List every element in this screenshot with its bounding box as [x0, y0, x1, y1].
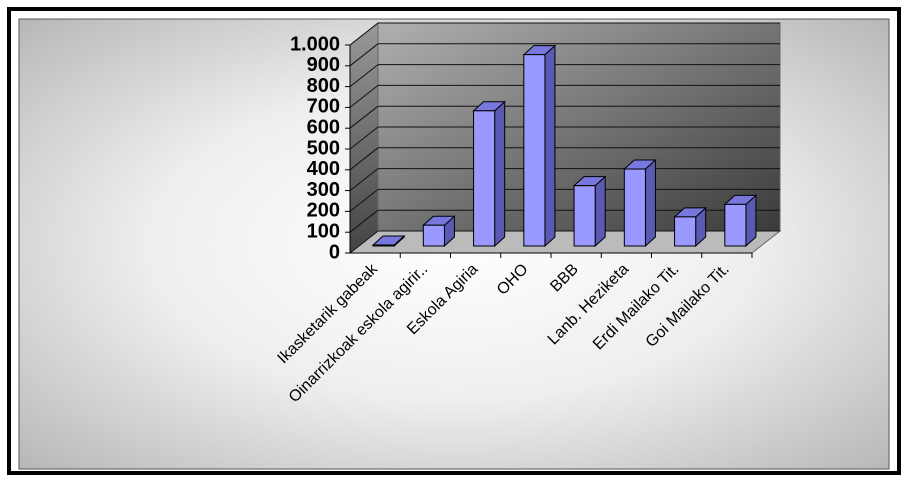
grid-line: [349, 209, 379, 233]
grid-line: [349, 85, 379, 108]
grid-line: [349, 105, 379, 129]
bar: [623, 168, 646, 247]
grid-line: [349, 189, 379, 212]
bar-side: [644, 158, 656, 248]
y-tick-label: 1.000: [290, 33, 340, 55]
grid-line: [349, 64, 379, 87]
floor: [348, 230, 782, 254]
bar: [473, 110, 496, 247]
bar-side: [494, 100, 506, 248]
bar: [724, 203, 747, 247]
grid-line: [349, 230, 379, 254]
grid-line: [349, 43, 379, 67]
y-tick-label: 600: [307, 116, 340, 138]
bars: [371, 44, 758, 248]
y-tick-label: 100: [307, 220, 340, 242]
bar: [573, 185, 596, 247]
y-tick-label: 200: [307, 200, 340, 222]
y-tick-label: 900: [307, 54, 340, 76]
bar-side: [594, 175, 606, 248]
bar: [422, 224, 445, 247]
grid-line: [349, 126, 379, 150]
y-tick-label: 300: [307, 179, 340, 201]
y-tick-label: 700: [307, 96, 340, 118]
bar: [372, 244, 395, 247]
bar: [674, 216, 697, 247]
grid-line: [349, 22, 379, 46]
y-tick-label: 500: [307, 137, 340, 159]
grid-line: [349, 168, 379, 191]
bar: [523, 54, 546, 247]
y-tick-label: 400: [307, 158, 340, 180]
grid-line: [349, 147, 379, 171]
y-tick-label: 0: [329, 241, 340, 263]
bar-side: [544, 44, 556, 248]
y-tick-label: 800: [307, 75, 340, 97]
